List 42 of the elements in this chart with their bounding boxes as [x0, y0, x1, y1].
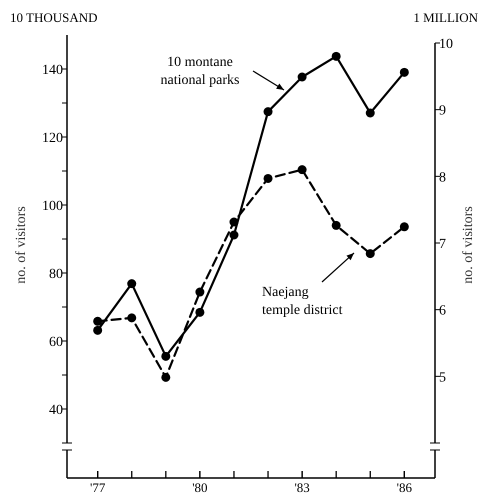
y-tick-label: 100: [42, 199, 63, 214]
legend-label: 10 montane national parks: [160, 55, 240, 88]
x-tick-label: '83: [294, 480, 310, 494]
y-tick-label: 60: [49, 335, 63, 350]
y-axis-title: no. of visitors: [14, 206, 29, 284]
x-tick-label: '77: [90, 480, 106, 494]
point: [161, 372, 170, 382]
y2-tick-label: 9: [439, 104, 446, 119]
y-tick-label: 40: [49, 403, 63, 418]
text: 10 THOUSAND: [10, 10, 98, 25]
x-tick-label: '86: [396, 480, 413, 494]
point: [264, 107, 273, 116]
point: [400, 68, 409, 77]
point: [93, 326, 102, 335]
y2-tick-label: 10: [439, 37, 453, 52]
point: [264, 174, 273, 183]
point: [195, 308, 204, 317]
point: [127, 279, 136, 288]
point: [332, 52, 341, 61]
point: [298, 165, 307, 174]
y2-tick-label: 7: [439, 237, 446, 252]
point: [332, 220, 341, 230]
point: [366, 108, 375, 118]
text: Naejang temple district: [262, 285, 343, 318]
point: [298, 72, 307, 82]
point: [400, 222, 409, 232]
point: [366, 249, 375, 258]
point: [229, 230, 238, 240]
y-tick-label: 120: [42, 131, 63, 146]
y-tick-label: 80: [49, 267, 63, 282]
y2-tick-label: 5: [439, 370, 446, 386]
text: 1 MILLION: [413, 10, 479, 25]
point: [93, 316, 102, 326]
point: [127, 313, 136, 322]
point: [229, 218, 238, 226]
y2-axis-title: no. of visitors: [461, 206, 476, 284]
y-tick-label: 140: [42, 63, 63, 78]
y2-tick-label: 8: [439, 170, 446, 186]
point: [161, 352, 170, 361]
x-tick-label: '80: [192, 480, 208, 494]
y2-tick-label: 6: [439, 304, 446, 319]
point: [195, 288, 204, 297]
